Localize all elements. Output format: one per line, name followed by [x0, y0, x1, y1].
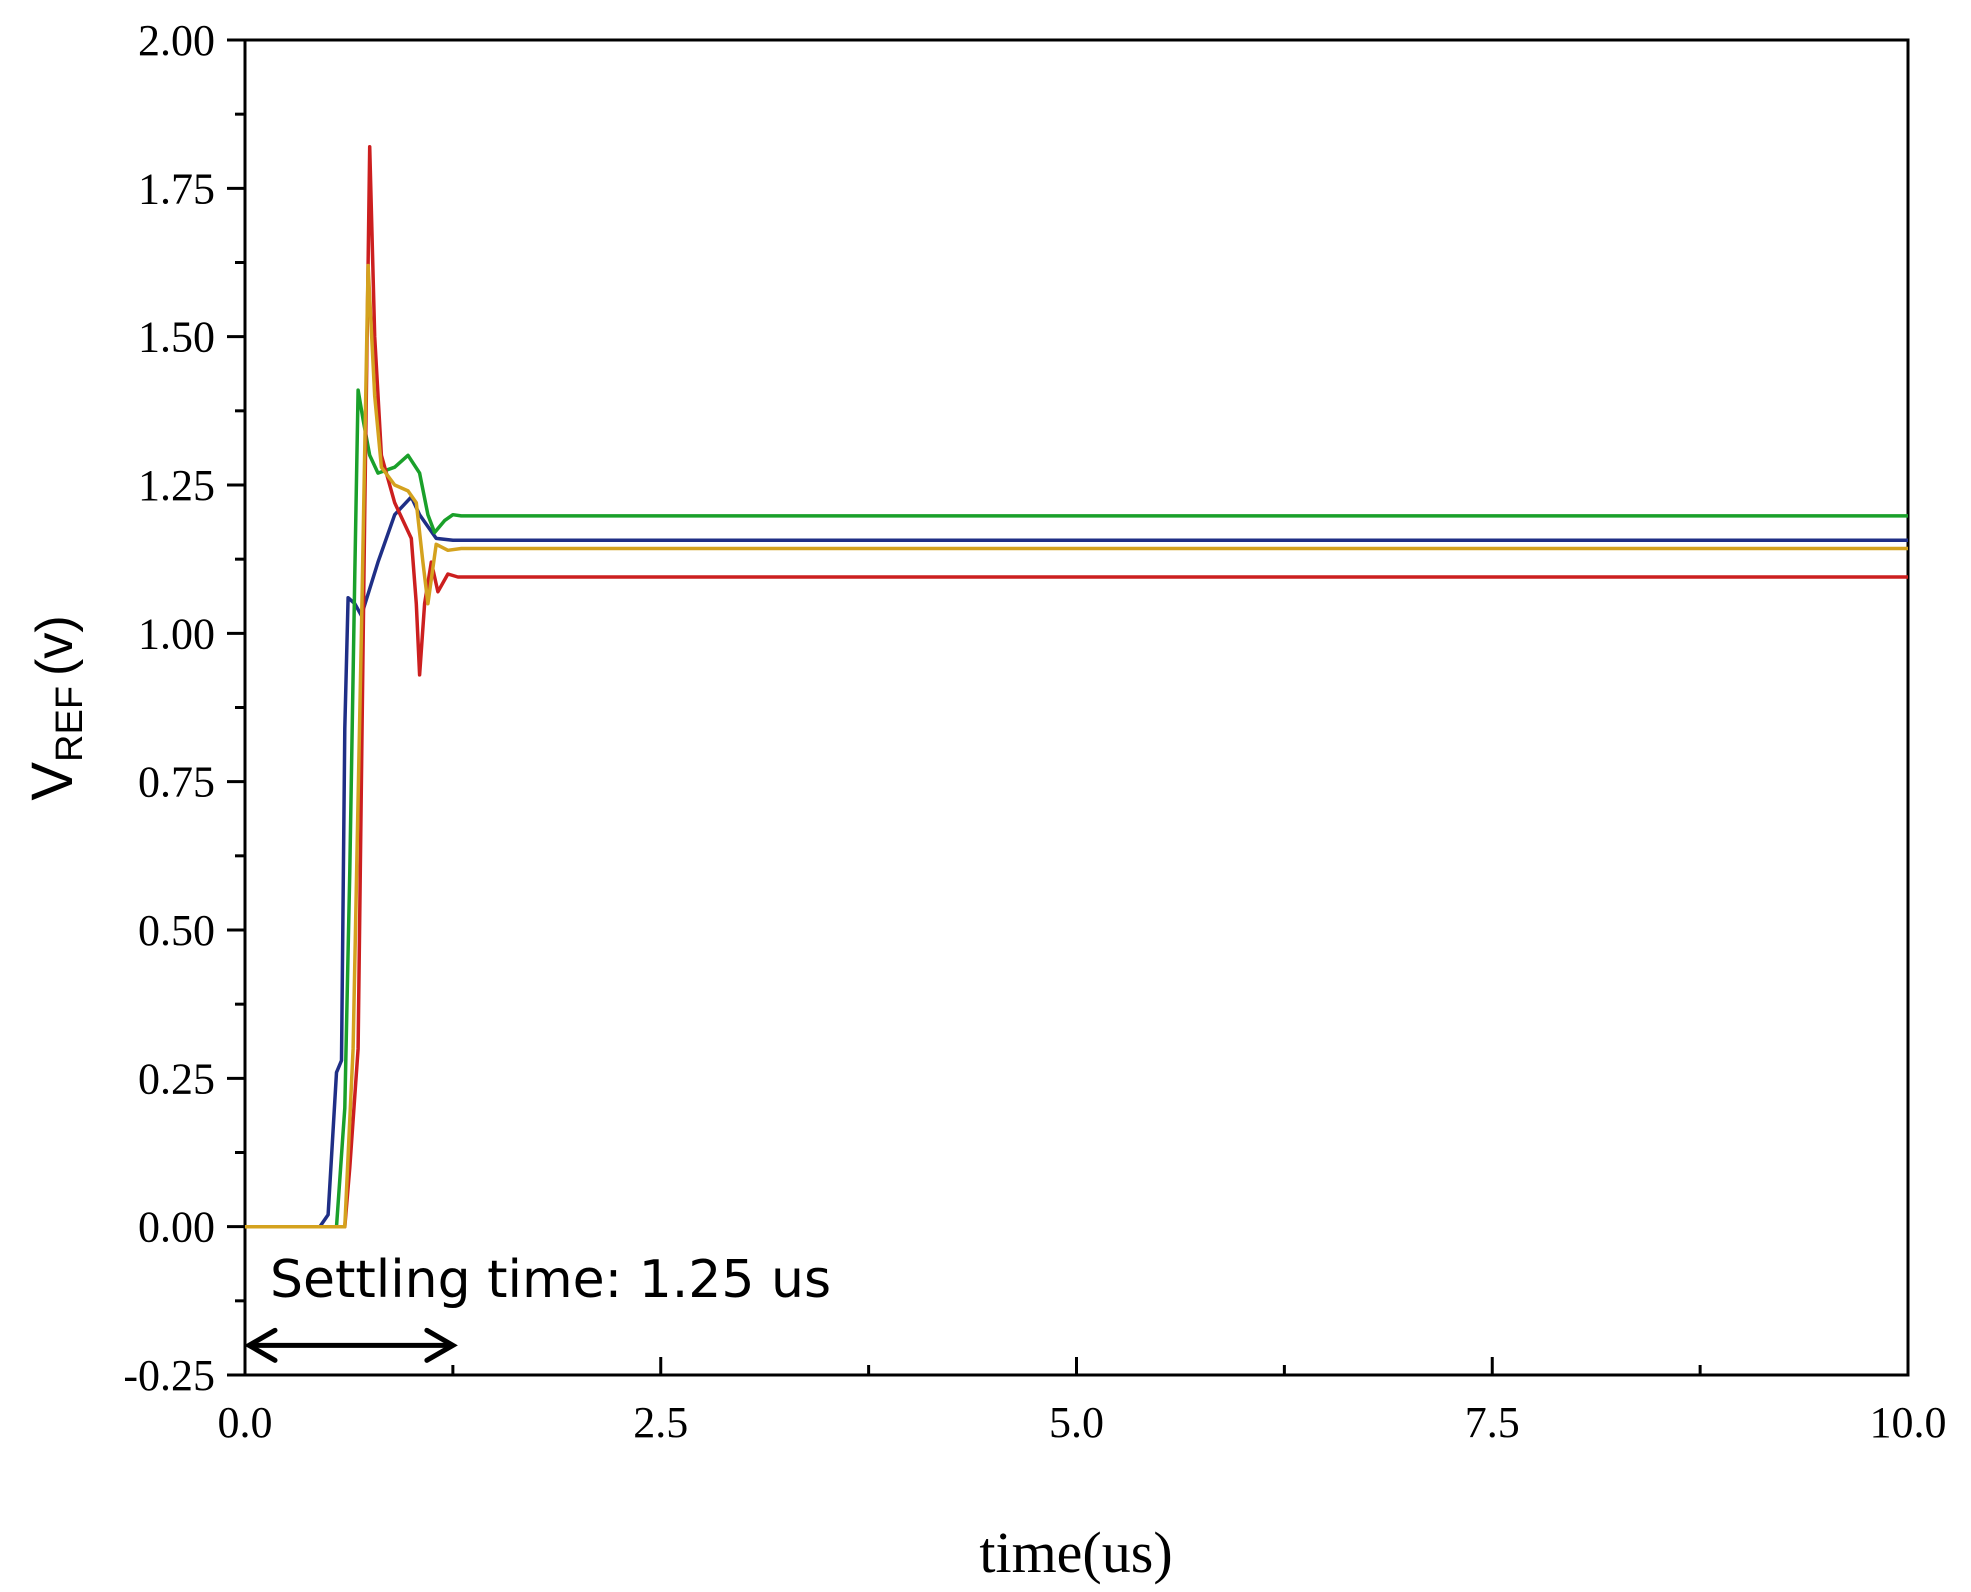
y-tick-label: -0.25: [123, 1351, 215, 1400]
annotation-text: Settling time: 1.25 us: [270, 1250, 831, 1310]
x-tick-label: 7.5: [1465, 1398, 1520, 1447]
y-tick-label: 1.50: [138, 313, 215, 362]
y-tick-label: 0.00: [138, 1203, 215, 1252]
y-tick-label: 2.00: [138, 16, 215, 65]
x-tick-label: 5.0: [1049, 1398, 1104, 1447]
y-axis: -0.25 0.00 0.25 0.50 0.75 1.00 1.25 1.50 1.75 2.0…: [123, 16, 245, 1400]
arrow-head-left: [243, 1327, 278, 1363]
y-axis-title-sub: REF: [49, 686, 91, 762]
arrow-head-right: [424, 1327, 458, 1363]
plot-frame: [243, 38, 1910, 1377]
x-axis: 0.0 2.5 5.0 7.5 10.0: [218, 1357, 1947, 1447]
x-axis-title: time(us): [979, 1520, 1172, 1585]
y-tick-label: 0.25: [138, 1054, 215, 1103]
series-group: [245, 145, 1908, 1229]
series-line: [245, 145, 1908, 1229]
y-tick-label: 1.00: [138, 609, 215, 658]
y-tick-label: 0.75: [138, 758, 215, 807]
svg-text:VREF(v): VREF (v): [20, 615, 91, 800]
y-tick-label: 0.50: [138, 906, 215, 955]
x-tick-label: 0.0: [218, 1398, 273, 1447]
x-tick-label: 2.5: [633, 1398, 688, 1447]
y-axis-title-main: V: [20, 762, 85, 801]
y-axis-title: VREF (v): [20, 615, 91, 800]
y-tick-label: 1.25: [138, 461, 215, 510]
annotation: Settling time: 1.25 us: [243, 1250, 831, 1363]
y-axis-title-unit: (v): [26, 615, 84, 676]
series-line: [245, 495, 1908, 1229]
series-line: [245, 263, 1908, 1229]
x-tick-label: 10.0: [1870, 1398, 1947, 1447]
series-line: [245, 388, 1908, 1229]
y-tick-label: 1.75: [138, 164, 215, 213]
